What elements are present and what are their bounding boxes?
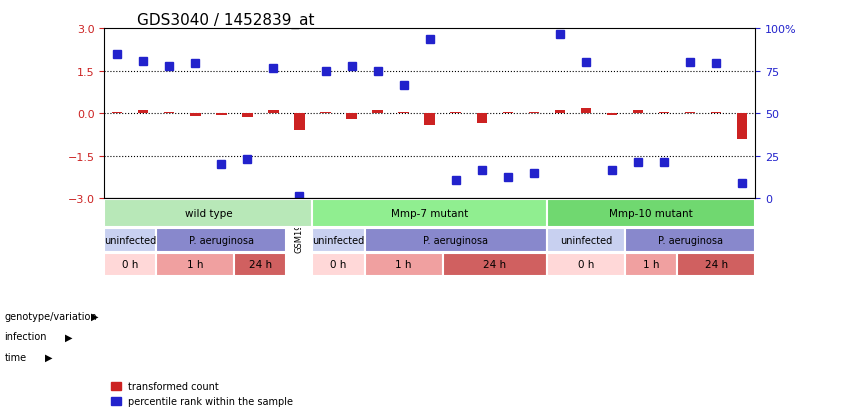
- FancyBboxPatch shape: [104, 229, 156, 252]
- Text: 0 h: 0 h: [331, 260, 346, 270]
- Text: GDS3040 / 1452839_at: GDS3040 / 1452839_at: [137, 13, 314, 29]
- Text: time: time: [4, 352, 26, 362]
- Text: Mmp-7 mutant: Mmp-7 mutant: [391, 209, 468, 218]
- FancyBboxPatch shape: [547, 199, 755, 228]
- Bar: [633, 111, 643, 114]
- Bar: [268, 111, 279, 114]
- Bar: [659, 112, 669, 114]
- FancyBboxPatch shape: [625, 229, 755, 252]
- Text: 24 h: 24 h: [483, 260, 506, 270]
- Text: 0 h: 0 h: [122, 260, 138, 270]
- Bar: [529, 112, 539, 114]
- Bar: [398, 112, 409, 114]
- Bar: [607, 114, 617, 115]
- Bar: [216, 114, 227, 115]
- Bar: [112, 112, 122, 114]
- FancyBboxPatch shape: [365, 253, 443, 276]
- Bar: [424, 114, 435, 125]
- Text: wild type: wild type: [185, 209, 232, 218]
- Bar: [450, 112, 461, 114]
- FancyBboxPatch shape: [312, 229, 365, 252]
- Legend: transformed count, percentile rank within the sample: transformed count, percentile rank withi…: [109, 380, 295, 408]
- FancyBboxPatch shape: [312, 253, 365, 276]
- Bar: [320, 112, 331, 114]
- Bar: [555, 111, 565, 114]
- Bar: [294, 114, 305, 131]
- Text: P. aeruginosa: P. aeruginosa: [424, 235, 488, 245]
- FancyBboxPatch shape: [547, 229, 625, 252]
- Bar: [372, 111, 383, 114]
- Text: uninfected: uninfected: [312, 235, 365, 245]
- Bar: [581, 108, 591, 114]
- FancyBboxPatch shape: [365, 229, 547, 252]
- Text: P. aeruginosa: P. aeruginosa: [658, 235, 722, 245]
- Bar: [503, 112, 513, 114]
- Text: Mmp-10 mutant: Mmp-10 mutant: [609, 209, 693, 218]
- FancyBboxPatch shape: [547, 253, 625, 276]
- Text: 24 h: 24 h: [705, 260, 727, 270]
- FancyBboxPatch shape: [104, 253, 156, 276]
- FancyBboxPatch shape: [443, 253, 547, 276]
- Bar: [346, 114, 357, 120]
- Text: infection: infection: [4, 332, 47, 342]
- Text: 1 h: 1 h: [187, 260, 204, 270]
- Text: ▶: ▶: [45, 352, 53, 362]
- FancyBboxPatch shape: [625, 253, 677, 276]
- Bar: [242, 114, 253, 118]
- Bar: [477, 114, 487, 124]
- Text: ▶: ▶: [91, 311, 99, 321]
- Text: 1 h: 1 h: [642, 260, 660, 270]
- FancyBboxPatch shape: [312, 199, 547, 228]
- FancyBboxPatch shape: [234, 253, 286, 276]
- FancyBboxPatch shape: [156, 229, 286, 252]
- Text: 24 h: 24 h: [249, 260, 272, 270]
- Bar: [737, 114, 747, 140]
- Text: genotype/variation: genotype/variation: [4, 311, 97, 321]
- Bar: [190, 114, 201, 117]
- Text: ▶: ▶: [65, 332, 73, 342]
- Bar: [711, 112, 721, 114]
- FancyBboxPatch shape: [156, 253, 234, 276]
- Bar: [138, 111, 148, 114]
- FancyBboxPatch shape: [104, 199, 312, 228]
- Text: 0 h: 0 h: [578, 260, 594, 270]
- Text: 1 h: 1 h: [395, 260, 412, 270]
- Text: uninfected: uninfected: [104, 235, 156, 245]
- FancyBboxPatch shape: [677, 253, 755, 276]
- Text: P. aeruginosa: P. aeruginosa: [189, 235, 253, 245]
- Bar: [164, 112, 174, 114]
- Text: uninfected: uninfected: [560, 235, 612, 245]
- Bar: [685, 112, 695, 114]
